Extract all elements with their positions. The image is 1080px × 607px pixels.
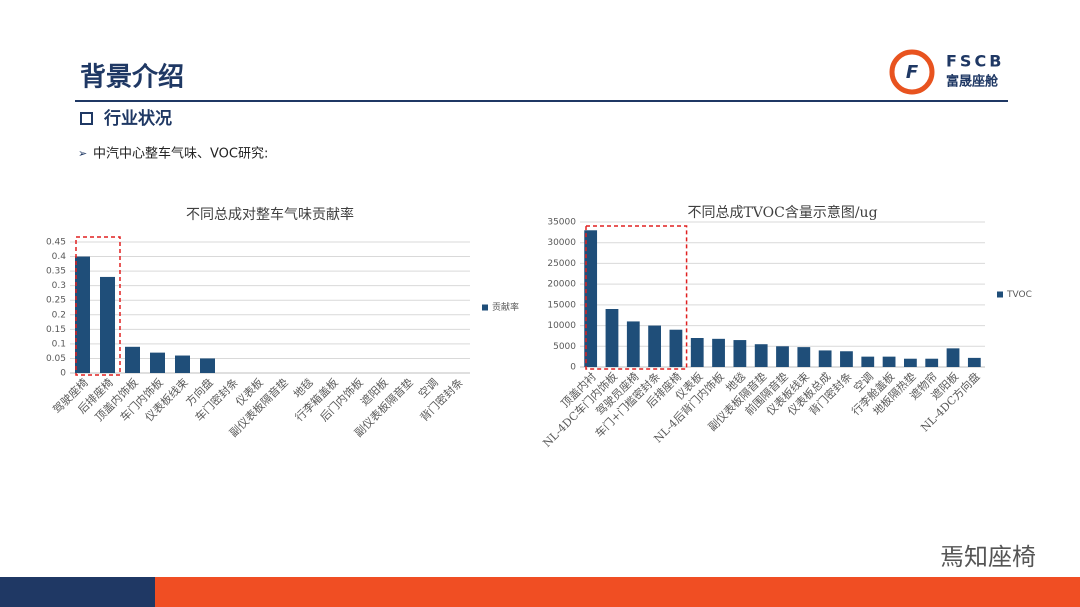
chart-title: 不同总成TVOC含量示意图/ug [687, 204, 877, 221]
bar [150, 352, 165, 373]
footer-bar-right [155, 577, 1080, 607]
y-tick-label: 0.1 [52, 339, 66, 349]
bar [882, 356, 896, 367]
highlight-box [75, 236, 121, 376]
y-tick-label: 30000 [547, 238, 576, 248]
bullet-text: 中汽中心整车气味、VOC研究: [93, 146, 268, 162]
logo-mark: F [906, 62, 919, 83]
legend-swatch [482, 304, 488, 311]
y-tick-label: 0.45 [46, 238, 66, 248]
logo-ring [889, 49, 935, 95]
bar [712, 338, 725, 367]
bar [626, 321, 640, 367]
bar [797, 347, 811, 367]
footer-bar-left [0, 577, 155, 607]
bar [605, 309, 619, 367]
bar [584, 230, 598, 367]
y-tick-label: 0.25 [46, 296, 66, 306]
y-tick-label: 0.35 [46, 267, 66, 277]
legend-swatch [997, 291, 1003, 298]
bar [690, 338, 704, 367]
bar [946, 348, 960, 367]
bar [840, 351, 853, 367]
bar [669, 329, 683, 367]
logo: F [889, 49, 935, 95]
logo-text: FSCB [946, 52, 1004, 71]
y-tick-label: 10000 [547, 321, 576, 331]
y-tick-label: 20000 [547, 280, 576, 290]
y-tick-label: 0.4 [52, 252, 67, 262]
legend-label: TVOC [1006, 290, 1032, 300]
bar [776, 346, 789, 367]
y-tick-label: 35000 [547, 218, 576, 228]
bar [861, 356, 875, 367]
bar [967, 357, 981, 367]
y-tick-label: 25000 [547, 259, 576, 269]
y-tick-label: 0.05 [46, 354, 66, 364]
bullet-marker: ➢ [78, 147, 87, 160]
bar [200, 358, 215, 373]
y-tick-label: 0 [60, 369, 66, 379]
bar [175, 355, 190, 373]
y-tick-label: 0.15 [46, 325, 66, 335]
bar [648, 325, 661, 367]
section-marker [80, 112, 93, 125]
bar [818, 350, 832, 367]
bar [733, 340, 747, 367]
bar [100, 276, 115, 373]
y-tick-label: 5000 [553, 342, 576, 352]
logo-subtext: 富晟座舱 [946, 74, 999, 90]
y-tick-label: 15000 [547, 300, 576, 310]
bar [754, 344, 768, 367]
watermark: 焉知座椅 [940, 543, 1036, 571]
slide-title: 背景介绍 [80, 63, 184, 93]
highlight-box [585, 225, 688, 370]
bar [125, 346, 140, 373]
y-tick-label: 0.2 [52, 310, 66, 320]
y-tick-label: 0.3 [52, 281, 66, 291]
bar [75, 256, 90, 373]
y-tick-label: 0 [570, 363, 576, 373]
chart-title: 不同总成对整车气味贡献率 [186, 206, 354, 223]
bar [925, 358, 939, 367]
legend-label: 贡献率 [492, 301, 519, 313]
bar [904, 358, 917, 367]
section-title: 行业状况 [103, 108, 172, 129]
